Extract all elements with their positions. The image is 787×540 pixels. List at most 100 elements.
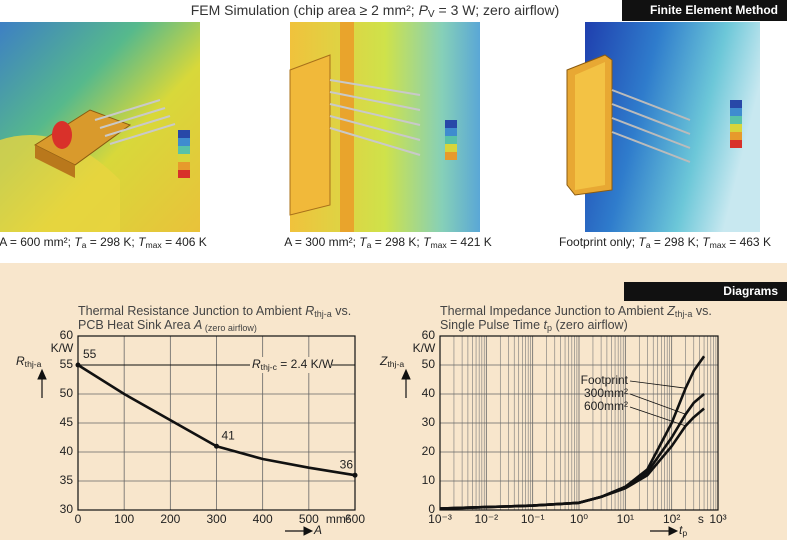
y-tick-label: 0	[428, 502, 435, 516]
x-axis-label: tp	[679, 523, 687, 538]
y-unit: K/W	[51, 341, 74, 355]
page-title-part: FEM Simulation (chip area ≥ 2 mm²;	[191, 2, 419, 18]
fem-caption-part: A = 600 mm²;	[0, 235, 74, 249]
x-tick-label: 10⁻¹	[521, 512, 545, 526]
x-unit: mm²	[326, 512, 350, 526]
section-tab-label: Finite Element Method	[650, 3, 778, 17]
y-tick-label: 45	[60, 415, 74, 429]
fem-caption-part: a	[82, 240, 87, 250]
chart-title-part: (zero airflow)	[552, 318, 628, 332]
fem-caption-part: = 421 K	[447, 235, 492, 249]
fem-image	[566, 22, 760, 232]
data-label: 41	[222, 428, 236, 442]
fem-caption-part: T	[359, 235, 368, 249]
x-tick-label: 500	[299, 512, 319, 526]
fem-caption-part: = 298 K;	[651, 235, 703, 249]
data-point	[214, 443, 219, 449]
fem-image	[289, 22, 480, 232]
fem-caption-part: a	[646, 240, 651, 250]
fem-caption-part: T	[702, 235, 711, 249]
x-tick-label: 400	[253, 512, 273, 526]
diagrams-tab-label: Diagrams	[723, 284, 778, 298]
chart-title-part: Thermal Impedance Junction to Ambient	[440, 304, 667, 318]
axis-arrows	[37, 368, 679, 536]
y-tick-label: 60	[422, 328, 436, 342]
x-axis-label-part: A	[313, 523, 322, 537]
legend-leader	[629, 393, 686, 415]
y-axis-label-part: Z	[379, 354, 388, 368]
fem-caption-part: T	[423, 235, 432, 249]
x-tick-label: 10⁰	[570, 512, 588, 526]
x-tick-label: 10⁻²	[474, 512, 498, 526]
fem-caption-part: max	[430, 240, 447, 250]
x-tick-label: 100	[114, 512, 134, 526]
y-tick-label: 20	[422, 444, 436, 458]
fem-caption-part: T	[138, 235, 147, 249]
y-axis-label-part: R	[16, 354, 25, 368]
legend-label: Footprint	[581, 373, 629, 387]
diagrams-tab	[624, 282, 787, 301]
chart-title: Thermal Impedance Junction to Ambient Zt…	[440, 304, 712, 319]
fem-caption: Footprint only; Ta = 298 K; Tmax = 463 K	[559, 235, 771, 250]
section-tab	[622, 0, 787, 21]
x-tick-label: 200	[160, 512, 180, 526]
y-axis-label: Rthj-a	[16, 354, 42, 369]
chart-title-part: A	[193, 318, 202, 332]
plot-frame	[439, 335, 719, 511]
fem-caption-part: = 406 K	[162, 235, 207, 249]
annotation: Rthj-c = 2.4 K/W	[252, 357, 334, 372]
annotation-part: thj-c	[261, 362, 278, 372]
y-tick-label: 50	[60, 386, 74, 400]
y-tick-label: 40	[60, 444, 74, 458]
x-tick-label: 10³	[709, 512, 726, 526]
page-title: FEM Simulation (chip area ≥ 2 mm²; PV = …	[191, 2, 560, 20]
annotation-part: = 2.4 K/W	[277, 357, 334, 371]
chart-title-part: thj-a	[314, 309, 332, 319]
x-axis-label: A	[313, 523, 322, 537]
legend-label: 300mm²	[584, 386, 628, 400]
x-axis-label-part: p	[682, 528, 687, 538]
chart-title-part: vs.	[332, 304, 351, 318]
y-tick-label: 50	[422, 357, 436, 371]
y-axis-label-part: thj-a	[25, 359, 42, 369]
fem-caption-part: max	[145, 240, 162, 250]
chart-title-part: Single Pulse Time	[440, 318, 544, 332]
chart-title: PCB Heat Sink Area A (zero airflow)	[78, 318, 257, 333]
fem-caption: A = 600 mm²; Ta = 298 K; Tmax = 406 K	[0, 235, 207, 250]
fem-caption-part: a	[367, 240, 372, 250]
y-axis-label: Zthj-a	[379, 354, 404, 369]
x-tick-label: 10¹	[617, 512, 634, 526]
y-tick-label: 30	[60, 502, 74, 516]
chart-title-part: Thermal Resistance Junction to Ambient	[78, 304, 305, 318]
y-tick-label: 10	[422, 473, 436, 487]
x-axis-label-part: t	[679, 523, 683, 537]
y-unit: K/W	[413, 341, 436, 355]
plot-frame	[77, 335, 356, 511]
data-line	[439, 407, 705, 510]
fem-caption-part: A = 300 mm²;	[284, 235, 359, 249]
fem-caption-part: T	[74, 235, 83, 249]
annotation-bg	[250, 357, 332, 373]
fem-caption-part: max	[710, 240, 727, 250]
x-tick-label: 0	[75, 512, 82, 526]
y-tick-label: 60	[60, 328, 74, 342]
chart-title-part: t	[544, 318, 548, 332]
x-tick-label: 300	[206, 512, 226, 526]
data-label: 36	[340, 457, 354, 471]
legend-leader	[629, 380, 686, 389]
y-axis-label-part: thj-a	[387, 359, 404, 369]
legend-label: 600mm²	[584, 399, 628, 413]
fem-caption-part: Footprint only;	[559, 235, 638, 249]
data-label: 55	[83, 347, 97, 361]
data-point	[352, 472, 358, 478]
chart-title-part: p	[547, 323, 552, 333]
diagrams-background	[0, 263, 787, 540]
y-tick-label: 40	[422, 386, 436, 400]
annotation-part: R	[252, 357, 261, 371]
fem-caption-part: = 298 K;	[371, 235, 423, 249]
fem-caption-part: = 463 K	[726, 235, 771, 249]
y-tick-label: 55	[60, 357, 74, 371]
data-point	[75, 362, 81, 368]
y-tick-label: 30	[422, 415, 436, 429]
